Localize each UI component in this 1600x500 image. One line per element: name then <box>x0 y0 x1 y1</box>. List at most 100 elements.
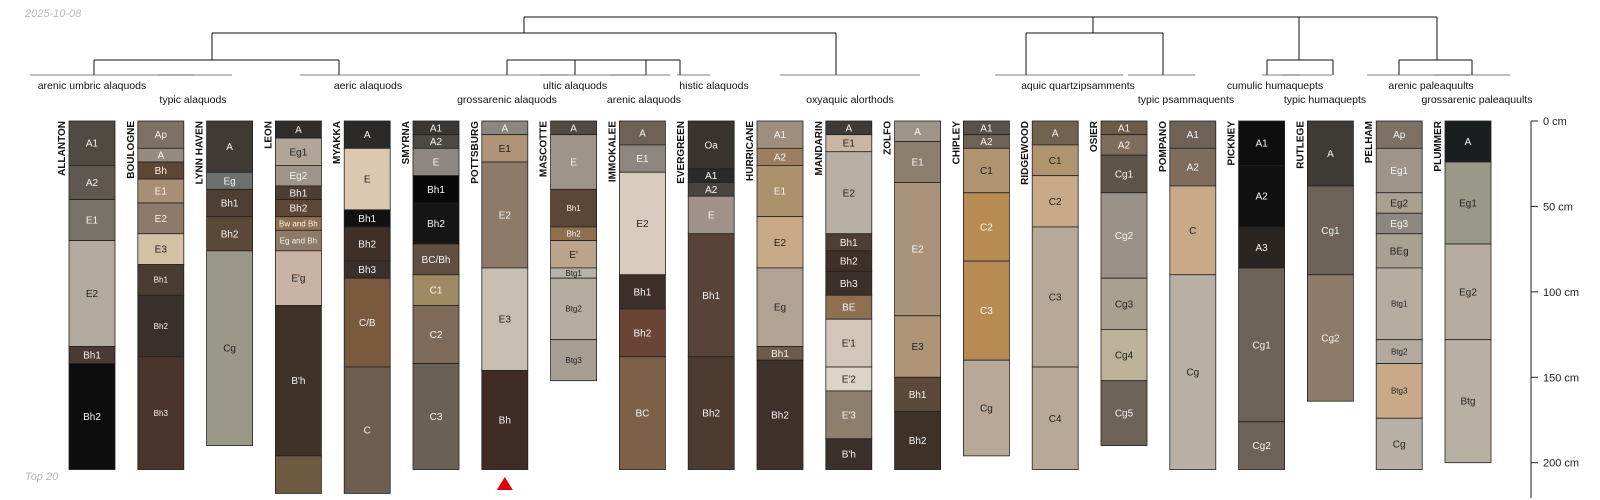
horizon-label: C3 <box>1049 292 1062 303</box>
horizon-label: Bh2 <box>634 328 652 339</box>
profile-name: POMPANO <box>1158 121 1169 172</box>
profile-rutlege: A Cg1 Cg2 RUTLEGE <box>1295 120 1354 402</box>
horizon-Bh <box>481 370 529 470</box>
horizon-E' <box>550 240 597 269</box>
horizon-A2 <box>1169 147 1217 187</box>
horizon-C4 <box>1031 366 1079 470</box>
horizon-label: BC/Bh <box>422 255 451 266</box>
horizon-label: Bh2 <box>909 436 927 447</box>
horizon-label: Bh1 <box>358 214 376 225</box>
profile-name: PICKNEY <box>1227 121 1238 166</box>
horizon-label: A1 <box>774 130 787 141</box>
horizon-BC <box>619 356 666 470</box>
profile-name: EVERGREEN <box>676 121 687 184</box>
horizon-label: Bh2 <box>427 219 445 230</box>
horizon-A1 <box>68 120 116 166</box>
horizon-label: Eg2 <box>290 171 308 182</box>
horizon-Cg <box>1169 274 1217 470</box>
horizon-label: E'g <box>291 274 305 285</box>
horizon-label: Eg1 <box>1390 166 1408 177</box>
horizon-C2 <box>963 192 1010 262</box>
horizon-label: E1 <box>774 187 787 198</box>
horizon-Btg2 <box>550 277 597 341</box>
horizon-Bh2 <box>68 363 116 470</box>
group-label: histic alaquods <box>679 80 748 92</box>
horizon-label: A2 <box>1187 163 1200 174</box>
horizon-label: C4 <box>1049 414 1062 425</box>
horizon-C/B <box>343 277 391 368</box>
horizon-label: E'3 <box>842 410 857 421</box>
horizon-label: A <box>845 123 852 134</box>
horizon-label: C1 <box>430 286 443 297</box>
horizon-label: A <box>1465 137 1472 148</box>
horizon-label: Bh2 <box>566 230 581 239</box>
horizon-label: Bh1 <box>702 291 720 302</box>
horizon-A <box>206 120 254 173</box>
horizon-E <box>343 147 391 211</box>
horizon-label: C <box>1189 226 1196 237</box>
horizon-C3 <box>1031 226 1079 368</box>
horizon-label: E2 <box>843 188 856 199</box>
horizon-Eg1 <box>274 137 322 166</box>
horizon-label: Btg3 <box>565 356 582 365</box>
profile-name: PLUMMER <box>1433 120 1444 171</box>
horizon-label: E3 <box>499 315 512 326</box>
horizon-E3 <box>137 233 185 265</box>
horizon-label: Bh1 <box>154 276 169 285</box>
horizon-label: Cg <box>1393 439 1406 450</box>
group-label: cumulic humaquepts <box>1227 80 1323 92</box>
horizon-label: Bh1 <box>634 287 652 298</box>
horizon-Cg5 <box>1100 380 1148 447</box>
horizon-label: E1 <box>911 158 924 169</box>
horizon-label: E1 <box>86 216 99 227</box>
horizon-Bh2 <box>756 359 804 470</box>
group-label: grossarenic alaquods <box>457 94 557 106</box>
horizon-label: Eg1 <box>1459 199 1477 210</box>
group-label: typic humaquepts <box>1284 94 1366 106</box>
horizon-label: E <box>433 158 440 169</box>
profile-name: BOULOGNE <box>126 121 137 179</box>
horizon-label: Bh2 <box>702 409 720 420</box>
horizon-label: E1 <box>843 139 856 150</box>
horizon-C3 <box>412 363 460 470</box>
horizon-label: Eg2 <box>1390 199 1408 210</box>
profile-mandarin: A E1 E2 Bh1 Bh2 Bh3 BE E'1 E'2 E'3 B'h MANDARIN <box>814 120 873 470</box>
profile-leon: A Eg1 Eg2 Bh1 Bh2 Bw and Bh Eg and Bh E'g B'h LEO… <box>263 120 322 494</box>
horizon-label: BE <box>842 303 856 314</box>
profile-name: ZOLFO <box>883 121 894 155</box>
horizon-label: A1 <box>980 123 993 134</box>
horizon-Bh1 <box>550 188 597 228</box>
profile-name: LEON <box>263 121 274 149</box>
profile-boulogne: Ap A Bh E1 E2 E3 Bh1 Bh2 Bh3 BOULOGNE <box>126 120 185 470</box>
profile-allanton: A1 A2 E1 E2 Bh1 Bh2 ALLANTON <box>57 120 116 470</box>
group-label: arenic paleaquults <box>1388 80 1473 92</box>
depth-tick-label: 100 cm <box>1543 287 1579 299</box>
depth-tick-label: 50 cm <box>1543 201 1573 213</box>
horizon-Bh2 <box>137 294 185 358</box>
profile-lynn-haven: A Eg Bh1 Bh2 Cg LYNN HAVEN <box>195 120 254 447</box>
horizon-label: Cg5 <box>1115 409 1134 420</box>
horizon-label: Ap <box>155 130 168 141</box>
horizon-Btg <box>1444 339 1492 464</box>
horizon-C3 <box>963 260 1010 361</box>
profile-pottsburg: A E1 E2 E3 Bh POTTSBURG <box>470 120 529 470</box>
horizon-label: E2 <box>911 245 924 256</box>
horizon-Cg <box>963 359 1010 457</box>
profile-pelham: Ap Eg1 Eg2 Eg3 BEg Btg1 Btg2 Btg3 Cg PELHAM <box>1364 120 1423 470</box>
horizon-Oa <box>687 120 735 170</box>
profile-evergreen: Oa A1 A2 E Bh1 Bh2 EVERGREEN <box>676 120 735 470</box>
horizon-label: C2 <box>980 222 993 233</box>
horizon-label: Bh2 <box>154 322 169 331</box>
horizon-Cg1 <box>1307 185 1354 276</box>
horizon-label: A1 <box>430 123 443 134</box>
horizon-Ap <box>137 120 185 149</box>
horizon-label: Bh3 <box>154 409 169 418</box>
horizon-C2 <box>412 305 460 365</box>
horizon-label: E <box>708 210 715 221</box>
horizon-label: A2 <box>705 185 718 196</box>
profile-zolfo: A E1 E2 E3 Bh1 Bh2 ZOLFO <box>883 120 941 470</box>
horizon-C1 <box>963 147 1010 194</box>
horizon-E'1 <box>825 318 873 368</box>
horizon-C <box>343 366 391 494</box>
